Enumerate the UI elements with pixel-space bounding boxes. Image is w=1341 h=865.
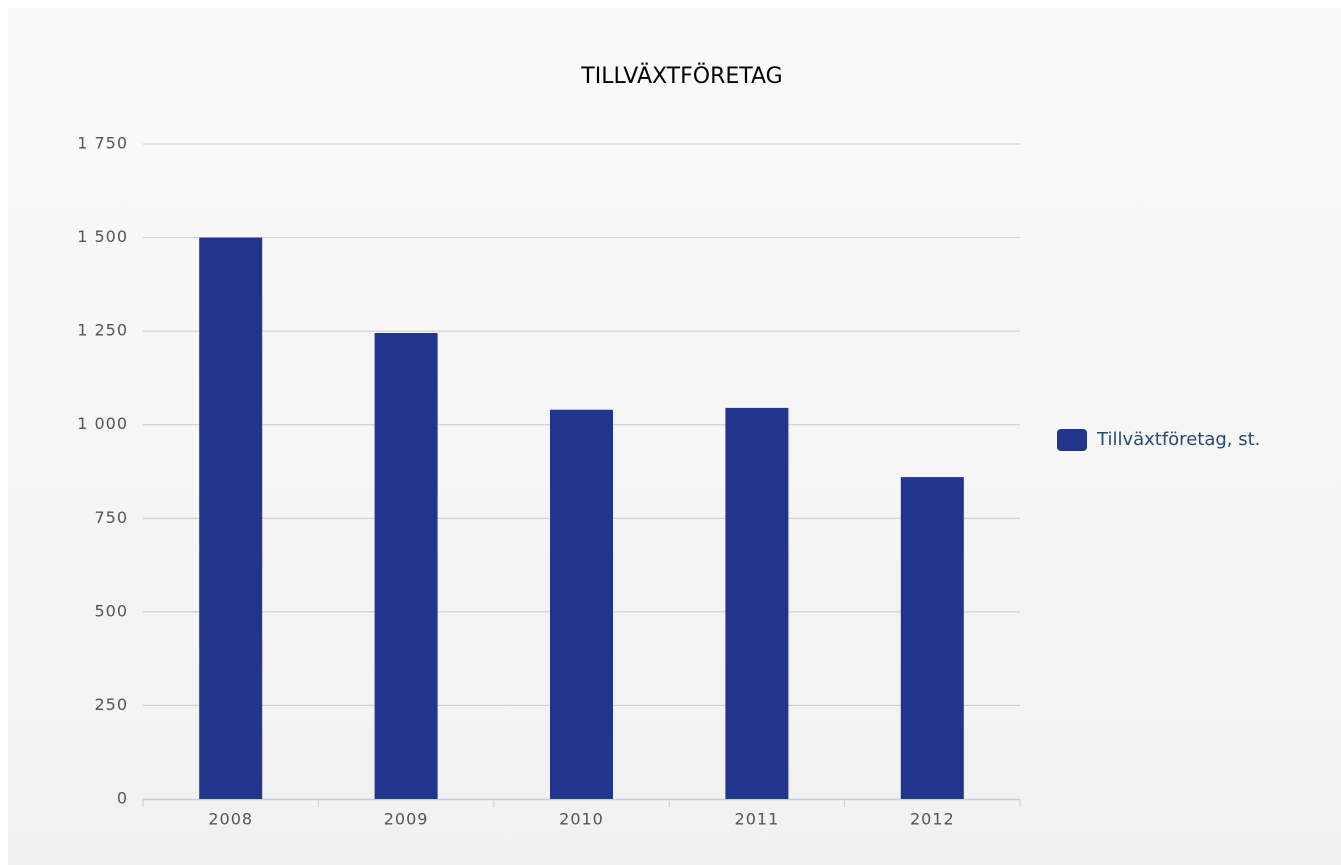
x-tick-label: 2011 — [735, 810, 780, 829]
bar — [199, 237, 263, 800]
y-tick-label: 0 — [117, 789, 128, 808]
bar — [550, 409, 613, 799]
x-tick-label: 2008 — [208, 810, 253, 829]
legend-label: Tillväxtföretag, st. — [1096, 429, 1260, 450]
y-tick-label: 250 — [94, 695, 128, 714]
y-tick-label: 1 250 — [77, 321, 128, 340]
y-tick-label: 1 750 — [77, 134, 128, 153]
y-tick-label: 500 — [94, 601, 128, 620]
bar — [900, 477, 964, 799]
x-tick-label: 2012 — [910, 810, 955, 829]
x-tick-label: 2010 — [559, 810, 604, 829]
y-tick-label: 1 000 — [77, 414, 128, 433]
legend-swatch — [1057, 429, 1087, 451]
y-tick-label: 750 — [94, 508, 128, 527]
bar — [725, 407, 789, 799]
x-tick-label: 2009 — [384, 810, 429, 829]
chart-title: TILLVÄXTFÖRETAG — [580, 63, 782, 89]
y-tick-label: 1 500 — [77, 227, 128, 246]
bar — [374, 333, 438, 799]
